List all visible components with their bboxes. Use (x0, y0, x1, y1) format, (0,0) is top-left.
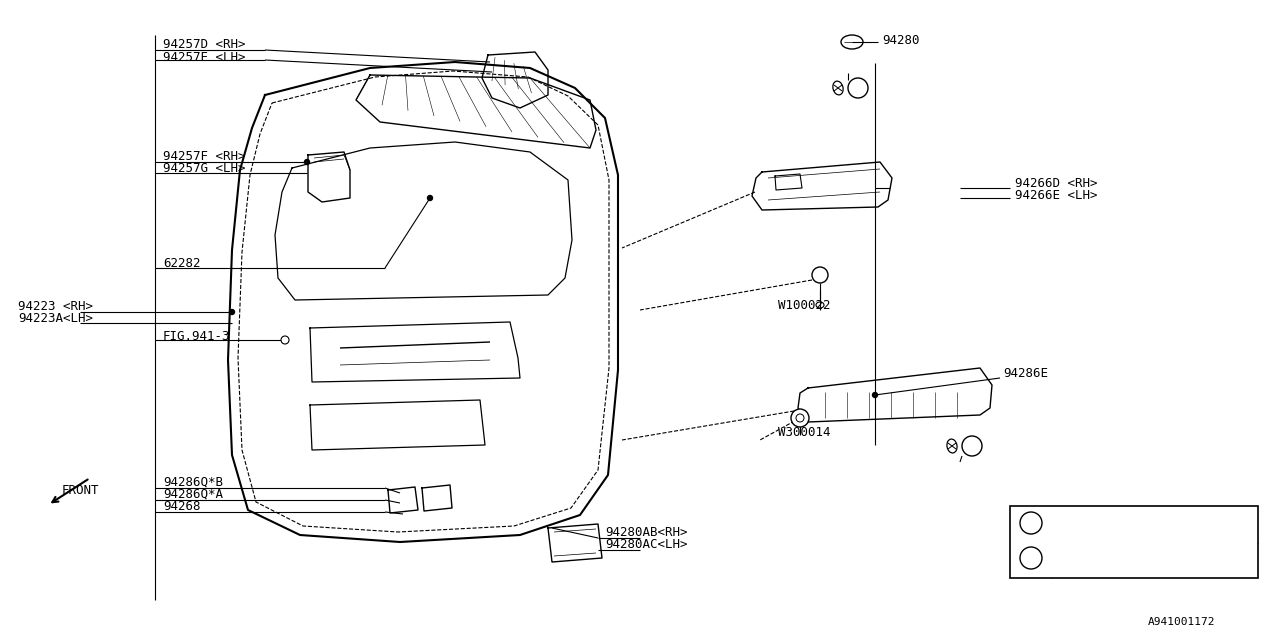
Circle shape (428, 195, 433, 200)
Text: 94266D <RH>: 94266D <RH> (1015, 177, 1097, 189)
Circle shape (305, 159, 310, 164)
Text: 1: 1 (969, 441, 975, 451)
Text: 0451S*A: 0451S*A (1059, 516, 1111, 529)
Circle shape (873, 392, 878, 397)
FancyBboxPatch shape (1010, 506, 1258, 578)
Text: FIG.941-3: FIG.941-3 (163, 330, 230, 342)
Text: W100022: W100022 (778, 298, 831, 312)
Circle shape (849, 78, 868, 98)
Text: 94266E <LH>: 94266E <LH> (1015, 189, 1097, 202)
Text: 94280AB<RH>: 94280AB<RH> (605, 525, 687, 538)
Circle shape (791, 409, 809, 427)
Text: 94223 <RH>: 94223 <RH> (18, 300, 93, 312)
Circle shape (796, 414, 804, 422)
Text: 94280AC<LH>: 94280AC<LH> (605, 538, 687, 550)
Text: 94257E <LH>: 94257E <LH> (163, 51, 246, 63)
Text: 94280: 94280 (882, 33, 919, 47)
Text: 94257D <RH>: 94257D <RH> (163, 38, 246, 51)
Text: 0451S*B: 0451S*B (1059, 552, 1111, 564)
Text: 2: 2 (1028, 553, 1034, 563)
Circle shape (963, 436, 982, 456)
Text: 2: 2 (855, 83, 861, 93)
Text: 94257G <LH>: 94257G <LH> (163, 161, 246, 175)
Text: 94286E: 94286E (1004, 367, 1048, 380)
Circle shape (1020, 512, 1042, 534)
Text: W300014: W300014 (778, 426, 831, 438)
Text: 62282: 62282 (163, 257, 201, 269)
Text: 94286Q*A: 94286Q*A (163, 488, 223, 500)
Circle shape (229, 310, 234, 314)
Circle shape (1020, 547, 1042, 569)
Text: 94257F <RH>: 94257F <RH> (163, 150, 246, 163)
Circle shape (282, 336, 289, 344)
Text: A941001172: A941001172 (1148, 617, 1216, 627)
Text: 94268: 94268 (163, 499, 201, 513)
Text: FRONT: FRONT (61, 483, 100, 497)
Text: 94223A<LH>: 94223A<LH> (18, 312, 93, 324)
Text: 94286Q*B: 94286Q*B (163, 476, 223, 488)
Text: 1: 1 (1028, 518, 1034, 528)
Circle shape (812, 267, 828, 283)
